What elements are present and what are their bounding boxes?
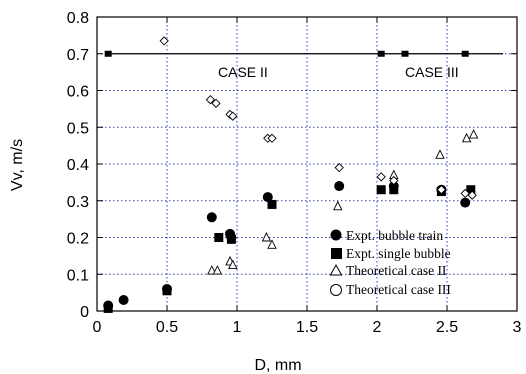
data-point-theoretical-case-ii	[468, 129, 479, 139]
data-point-theoretical-case-ii	[207, 265, 217, 275]
y-tick-label: 0.8	[67, 10, 89, 27]
data-point-theoretical-case-iii	[334, 163, 344, 173]
legend: Expt. bubble train Expt. single bubble T…	[329, 228, 451, 297]
legend-marker-single-bubble	[331, 248, 342, 259]
data-point-theoretical-case-iii	[267, 133, 277, 143]
data-point-theoretical-case-iii	[436, 185, 447, 195]
data-point-bubble-train	[262, 192, 273, 203]
x-tick-label: 2	[373, 319, 382, 336]
data-point-bubble-train	[206, 212, 217, 223]
annotation-case-ii: CASE II	[218, 64, 268, 80]
data-point-theoretical-case-iii	[460, 188, 470, 199]
data-point-single-bubble	[376, 185, 386, 195]
legend-label-single-bubble: Expt. single bubble	[346, 246, 451, 261]
x-tick-label: 0	[93, 319, 102, 336]
axis-ticks: 0 0.5 1 1.5 2 2.5 3 0 0.1 0.2 0.3 0.4 0.5 0.6 0.7 0.8	[67, 10, 522, 336]
data-point-theoretical-case-iii	[228, 111, 238, 121]
legend-marker-bubble-train	[330, 229, 342, 241]
data-point-single-bubble	[466, 185, 476, 195]
series-line-with-squares	[104, 50, 503, 57]
data-point-theoretical-case-iii	[211, 98, 221, 108]
data-point-single-bubble	[267, 199, 277, 209]
data-point-single-bubble	[389, 185, 399, 195]
data-point-theoretical-case-iii	[376, 172, 386, 182]
series-open-diamond	[159, 36, 477, 200]
data-point-theoretical-case-iii	[467, 190, 477, 200]
x-tick-label: 0.5	[156, 319, 178, 336]
legend-marker-theoretical-case-iii	[330, 284, 342, 296]
data-point-theoretical-case-ii	[461, 132, 472, 143]
plot-area	[103, 36, 503, 313]
y-tick-label: 0.1	[67, 267, 89, 284]
x-axis-title: D, mm	[254, 357, 301, 374]
data-point-theoretical-case-ii	[435, 149, 445, 159]
x-tick-label: 3	[513, 319, 522, 336]
y-axis-title: Vv, m/s	[9, 139, 26, 191]
data-point-single-bubble	[214, 233, 224, 242]
legend-marker-theoretical-case-ii	[329, 263, 343, 276]
data-point-single-bubble	[103, 303, 113, 313]
y-tick-label: 0.5	[67, 120, 89, 137]
reference-line-marker	[401, 50, 409, 57]
data-point-bubble-train	[118, 294, 129, 305]
data-point-bubble-train	[334, 181, 345, 192]
annotation-case-iii: CASE III	[405, 64, 459, 80]
y-tick-label: 0.6	[67, 84, 89, 101]
y-tick-label: 0.7	[67, 47, 89, 64]
reference-line-marker	[104, 50, 112, 57]
data-point-theoretical-case-iii	[159, 36, 169, 46]
y-tick-label: 0	[80, 304, 89, 321]
data-point-bubble-train	[460, 197, 471, 208]
y-tick-label: 0.2	[67, 231, 89, 248]
data-point-theoretical-case-iii	[205, 95, 216, 105]
data-point-theoretical-case-iii	[389, 175, 399, 186]
data-point-single-bubble	[226, 234, 236, 244]
y-tick-label: 0.4	[67, 157, 89, 174]
y-tick-label: 0.3	[67, 194, 89, 211]
series-open-triangle	[207, 129, 479, 275]
reference-line-marker	[377, 50, 385, 57]
data-point-theoretical-case-ii	[261, 231, 272, 242]
data-point-theoretical-case-ii	[212, 265, 223, 275]
gridlines	[97, 17, 517, 311]
data-point-theoretical-case-ii	[228, 259, 238, 270]
reference-line-marker	[461, 50, 469, 57]
data-point-theoretical-case-ii	[267, 239, 277, 249]
data-point-single-bubble	[162, 286, 172, 296]
x-tick-label: 1.5	[296, 319, 318, 336]
x-tick-label: 2.5	[436, 319, 458, 336]
legend-label-theoretical-case-ii: Theoretical case II	[346, 263, 447, 278]
legend-label-theoretical-case-iii: Theoretical case III	[346, 282, 451, 297]
x-tick-label: 1	[233, 319, 242, 336]
data-point-theoretical-case-ii	[333, 200, 343, 211]
legend-label-bubble-train: Expt. bubble train	[346, 228, 443, 243]
